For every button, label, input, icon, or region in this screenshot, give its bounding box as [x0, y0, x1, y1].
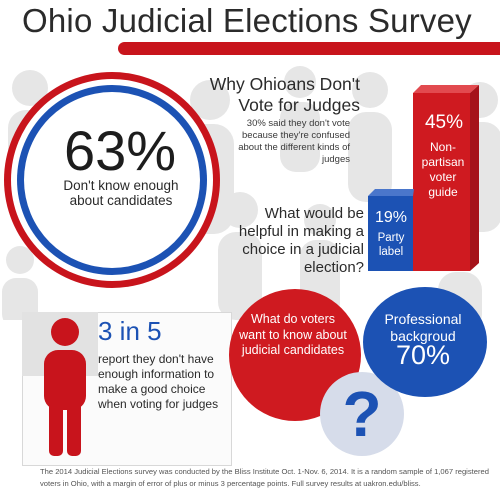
survey-footnote: The 2014 Judicial Elections survey was c…: [40, 467, 489, 488]
bar-19: [368, 196, 413, 271]
headline-label: Don't know enough about candidates: [63, 178, 179, 208]
svg-text:?: ?: [342, 378, 381, 450]
headline-percent: 63%: [63, 119, 177, 182]
bar-45-label: Non-partisan voter guide: [421, 140, 465, 199]
voters-question-circle: [229, 289, 361, 421]
headline-ring-icon: [4, 72, 220, 288]
page-title: Ohio Judicial Elections Survey: [22, 2, 472, 39]
title-underline-bar: [118, 42, 500, 55]
bar-45: [413, 93, 470, 271]
bar-45-3d-side: [413, 85, 479, 271]
bar-19-label: Party label: [377, 232, 405, 258]
helpful-question: What would be helpful in making a choice…: [238, 205, 364, 276]
question-mark-icon: ?: [320, 372, 404, 456]
professional-circle: [363, 287, 487, 397]
bar-45-value: 45%: [424, 112, 464, 133]
bar-19-value: 19%: [374, 209, 408, 226]
person-figure-icon: [44, 318, 86, 456]
professional-label: Professional backgroud: [384, 311, 462, 344]
stat-3-in-5-description: report they don't have enough informatio…: [98, 352, 219, 411]
voters-question: What do voters want to know about judici…: [239, 312, 347, 357]
why-heading: Why Ohioans Don't Vote for Judges: [209, 74, 360, 115]
bar-19-3d-side: [368, 189, 414, 196]
professional-percent: 70%: [395, 340, 451, 370]
why-note: 30% said they don't vote because they're…: [238, 118, 350, 165]
stat-3-in-5: 3 in 5: [98, 316, 162, 346]
